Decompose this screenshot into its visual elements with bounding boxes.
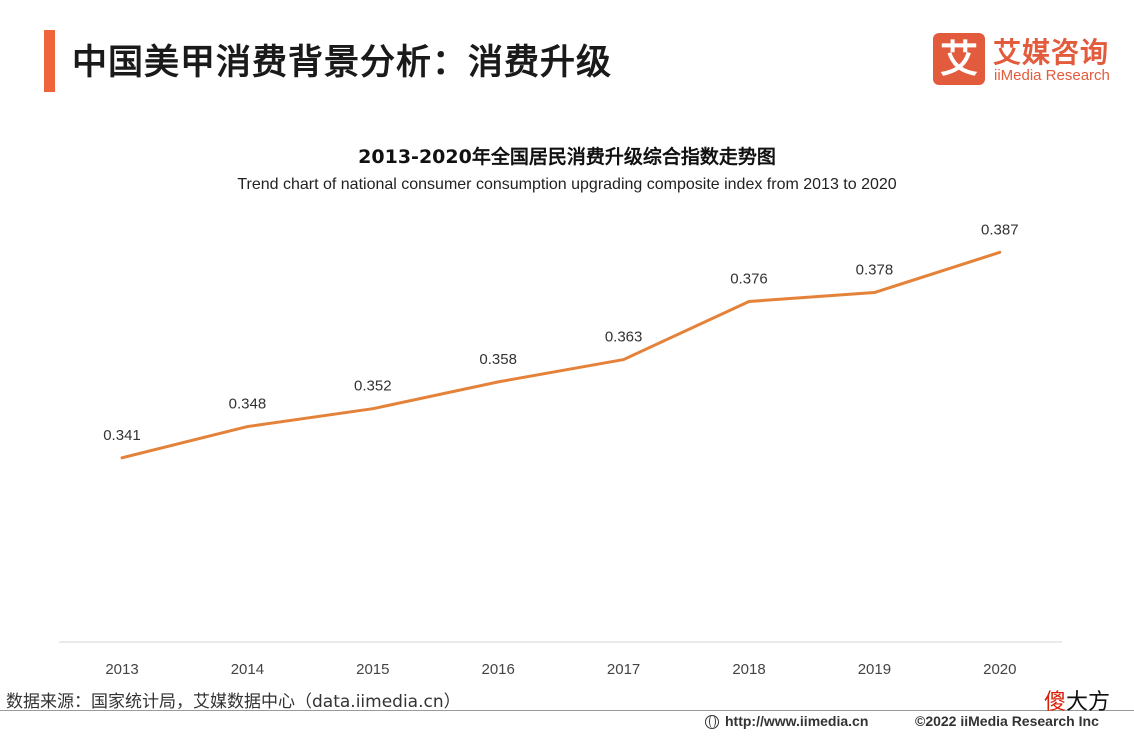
chart-subtitle: Trend chart of national consumer consump… (237, 176, 897, 193)
footer-divider (0, 710, 1134, 711)
data-label: 0.387 (981, 221, 1019, 238)
x-tick-label: 2015 (356, 661, 389, 678)
x-tick-label: 2020 (983, 661, 1016, 678)
x-tick-label: 2017 (607, 661, 640, 678)
data-label: 0.348 (229, 396, 267, 413)
data-label: 0.341 (103, 427, 141, 444)
data-label: 0.352 (354, 378, 392, 395)
x-tick-label: 2018 (732, 661, 765, 678)
footer-url-text: http://www.iimedia.cn (725, 713, 869, 729)
watermark-part-2: 大方 (1066, 690, 1111, 715)
data-label: 0.358 (479, 351, 517, 368)
series-line (120, 250, 1002, 460)
logo-name-cn: 艾媒咨询 (993, 36, 1110, 69)
footer-copyright: ©2022 iiMedia Research Inc (915, 713, 1099, 729)
globe-icon (705, 715, 719, 729)
data-label: 0.378 (856, 262, 894, 279)
chart-title: 2013-2020年全国居民消费升级综合指数走势图 (358, 146, 776, 168)
logo-mark: 艾 (933, 33, 985, 85)
x-tick-label: 2014 (231, 661, 264, 678)
footer-website[interactable]: http://www.iimedia.cn (705, 713, 868, 729)
logo-name-en: iiMedia Research (994, 67, 1110, 84)
x-tick-label: 2013 (105, 661, 138, 678)
data-source-note: 数据来源：国家统计局，艾媒数据中心（data.iimedia.cn） (6, 692, 461, 712)
x-tick-label: 2016 (482, 661, 515, 678)
watermark: 傻大方 (1044, 684, 1110, 716)
watermark-part-1: 傻 (1044, 690, 1067, 715)
iimedia-logo: 艾 艾媒咨询 iiMedia Research (933, 33, 1113, 87)
page-title: 中国美甲消费背景分析：消费升级 (72, 43, 613, 83)
title-accent-bar (44, 30, 55, 92)
data-label: 0.376 (730, 270, 768, 287)
data-label: 0.363 (605, 329, 643, 346)
x-tick-label: 2019 (858, 661, 891, 678)
